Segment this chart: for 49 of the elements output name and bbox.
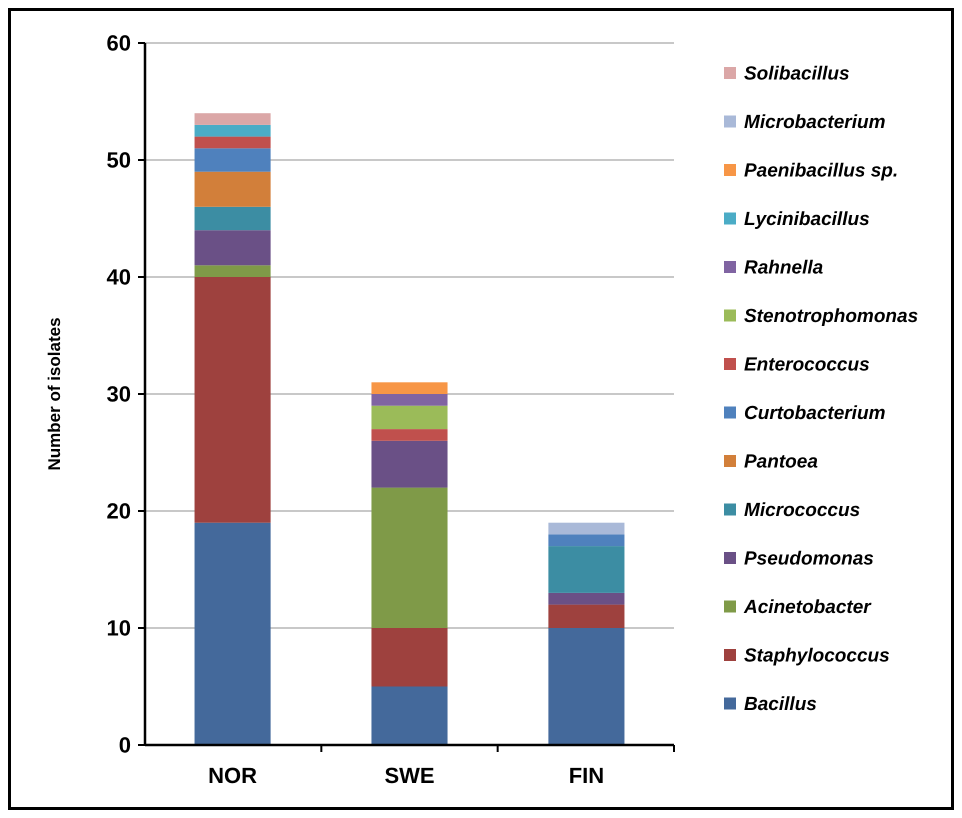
bar (194, 206, 271, 230)
y-tick-label: 60 (106, 30, 131, 56)
bar (548, 534, 624, 546)
x-tick-label: NOR (208, 763, 258, 788)
legend-label: Staphylococcus (744, 646, 890, 667)
bar (371, 394, 448, 406)
legend-label: Micrococcus (744, 500, 860, 522)
legend-label: Microbacterium (744, 112, 886, 134)
y-axis-title: Number of isolates (45, 317, 64, 471)
legend-label: Pantoea (744, 452, 818, 473)
bar (371, 440, 448, 488)
y-tick-label: 30 (106, 382, 131, 407)
bar (194, 277, 271, 523)
bar (548, 546, 624, 593)
bar (548, 592, 624, 605)
bar (194, 230, 271, 266)
bar (371, 686, 448, 745)
legend-label: Acinetobacter (743, 597, 872, 618)
x-tick-label: FIN (568, 763, 604, 788)
bar (194, 124, 271, 137)
y-tick-label: 10 (106, 616, 131, 641)
legend-label: Enterococcus (744, 354, 870, 376)
legend-label: Lycinibacillus (744, 209, 870, 230)
x-tick-label: SWE (384, 763, 435, 788)
y-tick-label: 0 (118, 732, 131, 758)
legend-label: Solibacillus (744, 64, 850, 85)
bar (548, 604, 624, 628)
legend-label: Pseudomonas (744, 548, 874, 570)
bar (548, 522, 624, 534)
y-tick-label: 20 (106, 498, 131, 524)
bar (194, 148, 271, 172)
bar (194, 113, 271, 125)
y-tick-label: 50 (106, 148, 131, 173)
bar (194, 522, 271, 745)
bar (371, 488, 448, 628)
bar (371, 628, 448, 686)
legend-label: Stenotrophomonas (744, 306, 918, 328)
y-tick-label: 40 (106, 264, 131, 290)
bar (194, 265, 271, 277)
bar (194, 136, 271, 148)
bar (194, 172, 271, 207)
legend-label: Rahnella (744, 258, 824, 279)
bar (548, 628, 624, 745)
legend-label: Paenibacillus sp. (744, 160, 898, 182)
legend-label: Curtobacterium (744, 403, 886, 424)
bar (371, 429, 448, 441)
legend-label: Bacillus (744, 694, 817, 716)
bar (371, 382, 448, 394)
bar (371, 406, 448, 430)
